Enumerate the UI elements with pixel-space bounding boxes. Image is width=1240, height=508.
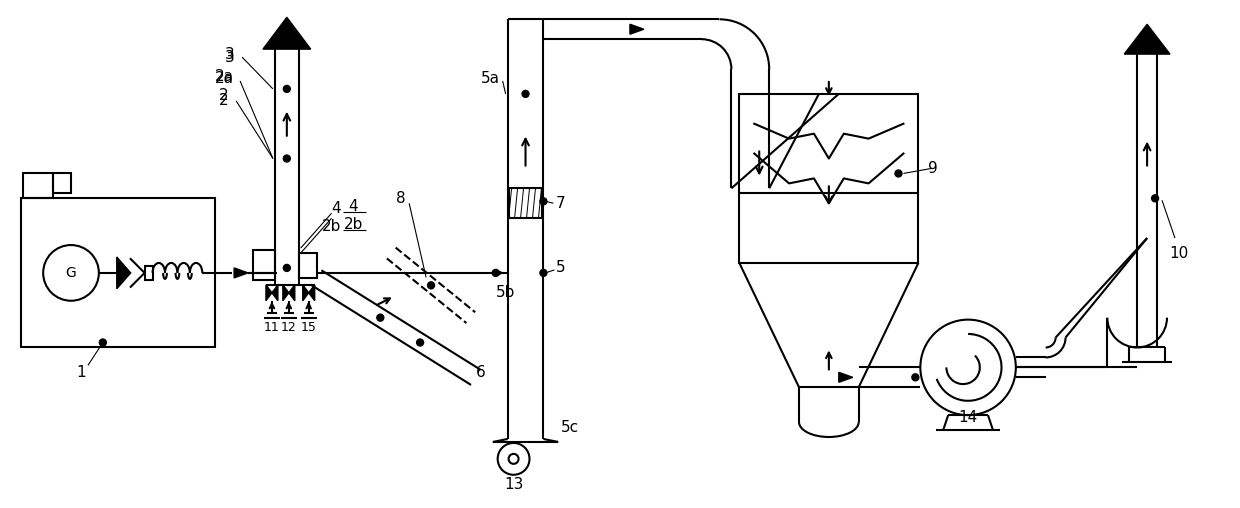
Polygon shape	[117, 257, 130, 289]
Text: 15: 15	[301, 321, 316, 334]
Circle shape	[1152, 195, 1158, 202]
Text: 5a: 5a	[481, 72, 500, 86]
Text: 10: 10	[1169, 245, 1189, 261]
Text: 7: 7	[556, 196, 565, 211]
Polygon shape	[630, 24, 644, 34]
Text: 2b: 2b	[343, 217, 363, 232]
Polygon shape	[303, 285, 309, 301]
Text: 14: 14	[959, 409, 977, 425]
Polygon shape	[263, 17, 311, 49]
Text: 5c: 5c	[562, 420, 579, 434]
Bar	[24, 173, 53, 198]
Circle shape	[377, 314, 384, 321]
Text: 12: 12	[281, 321, 296, 334]
Text: 2: 2	[219, 88, 229, 103]
Bar	[21, 198, 216, 347]
Circle shape	[284, 265, 290, 271]
Text: 5: 5	[556, 261, 565, 275]
Bar	[145, 266, 153, 280]
Text: 4: 4	[348, 199, 358, 214]
Text: 2: 2	[219, 93, 229, 108]
Text: 2b: 2b	[322, 218, 341, 234]
Text: 9: 9	[929, 161, 939, 176]
Text: 2a: 2a	[215, 70, 233, 84]
Bar	[299, 253, 316, 278]
Text: 5b: 5b	[496, 285, 516, 300]
Text: 4: 4	[332, 201, 341, 216]
Circle shape	[284, 85, 290, 92]
Bar	[53, 173, 71, 194]
Text: 13: 13	[503, 477, 523, 492]
Circle shape	[539, 269, 547, 276]
Circle shape	[417, 339, 424, 346]
Text: G: G	[66, 266, 77, 280]
Polygon shape	[272, 285, 278, 301]
Text: 3: 3	[226, 50, 236, 65]
Text: 6: 6	[476, 365, 486, 380]
Circle shape	[284, 155, 290, 162]
Bar	[253, 250, 275, 280]
Polygon shape	[838, 372, 853, 383]
Polygon shape	[234, 268, 248, 278]
Bar	[508, 188, 542, 218]
Polygon shape	[1125, 24, 1171, 54]
Text: 1: 1	[76, 365, 86, 380]
Polygon shape	[283, 285, 289, 301]
Polygon shape	[289, 285, 295, 301]
Circle shape	[539, 198, 547, 205]
Circle shape	[99, 339, 107, 346]
Circle shape	[428, 282, 434, 289]
Polygon shape	[309, 285, 315, 301]
Text: 8: 8	[397, 191, 405, 206]
Bar	[739, 94, 919, 263]
Circle shape	[911, 374, 919, 381]
Text: 2a: 2a	[215, 72, 233, 86]
Text: 11: 11	[264, 321, 280, 334]
Circle shape	[492, 269, 500, 276]
Polygon shape	[265, 285, 272, 301]
Circle shape	[522, 90, 529, 98]
Circle shape	[895, 170, 901, 177]
Text: 3: 3	[226, 47, 236, 61]
